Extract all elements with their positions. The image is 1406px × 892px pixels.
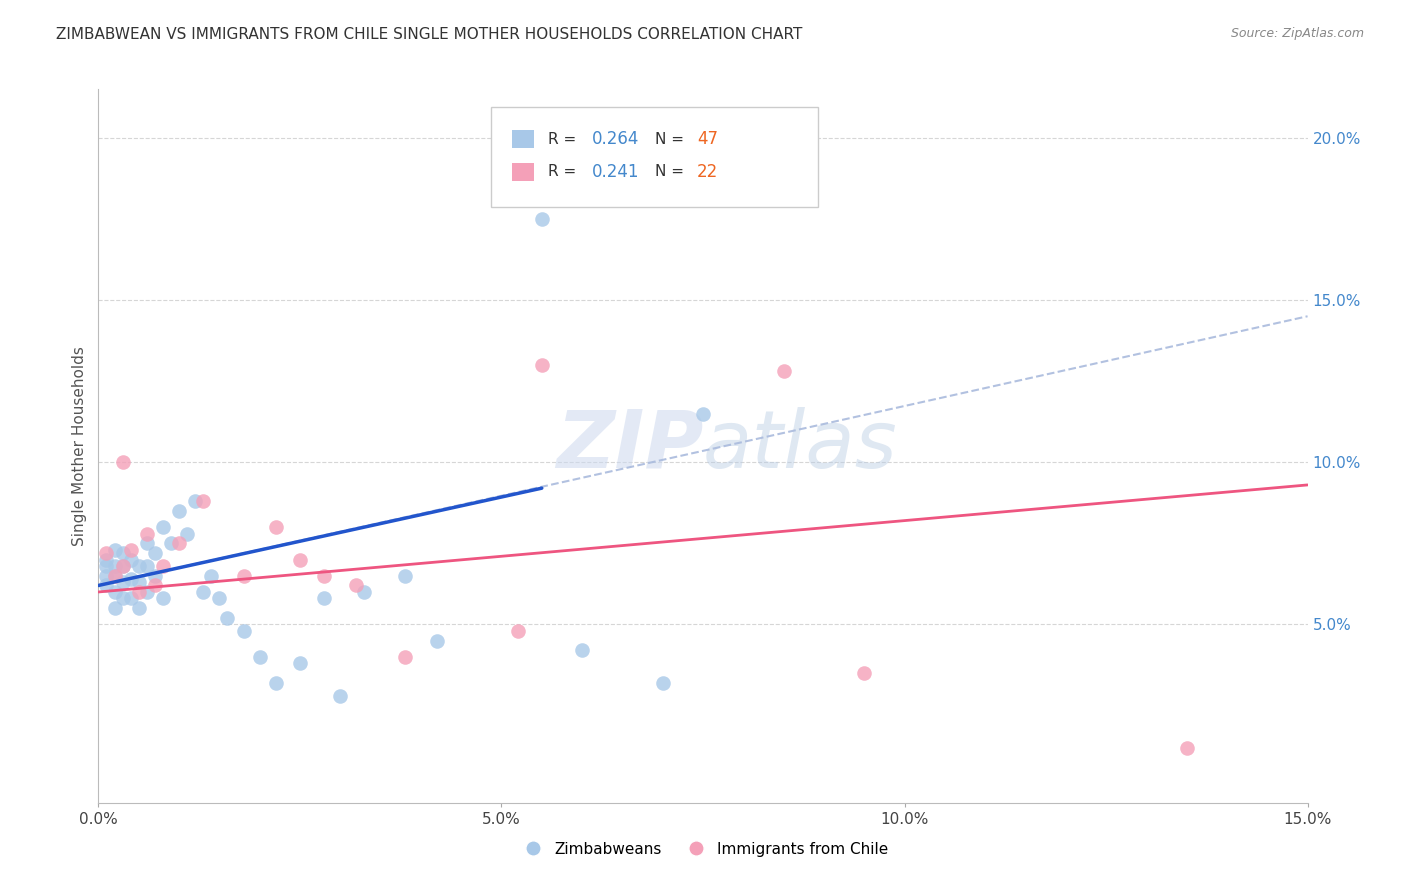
Point: [772, 364, 794, 378]
Point: [249, 649, 271, 664]
Text: 47: 47: [697, 130, 718, 148]
Point: [160, 536, 183, 550]
Legend: Zimbabweans, Immigrants from Chile: Zimbabweans, Immigrants from Chile: [512, 836, 894, 863]
Point: [103, 585, 125, 599]
Point: [853, 666, 876, 681]
Point: [120, 572, 142, 586]
Bar: [512, 129, 534, 148]
Point: [135, 559, 157, 574]
Point: [232, 568, 254, 582]
Point: [692, 407, 714, 421]
Text: 0.264: 0.264: [592, 130, 640, 148]
Point: [103, 601, 125, 615]
Point: [143, 546, 166, 560]
Bar: [512, 162, 534, 180]
Point: [506, 624, 529, 638]
Point: [135, 536, 157, 550]
Point: [96, 546, 118, 560]
Point: [128, 575, 150, 590]
Point: [152, 559, 174, 574]
Point: [530, 211, 553, 226]
Point: [314, 591, 336, 606]
Text: Source: ZipAtlas.com: Source: ZipAtlas.com: [1230, 27, 1364, 40]
Point: [152, 520, 174, 534]
Point: [288, 657, 311, 671]
Point: [143, 568, 166, 582]
Point: [96, 559, 118, 574]
Point: [193, 585, 215, 599]
Point: [288, 552, 311, 566]
Point: [128, 585, 150, 599]
Point: [394, 649, 416, 664]
Text: 22: 22: [697, 163, 718, 181]
Text: ZIMBABWEAN VS IMMIGRANTS FROM CHILE SINGLE MOTHER HOUSEHOLDS CORRELATION CHART: ZIMBABWEAN VS IMMIGRANTS FROM CHILE SING…: [56, 27, 803, 42]
Point: [426, 633, 449, 648]
Text: ZIP: ZIP: [555, 407, 703, 485]
Point: [135, 585, 157, 599]
Point: [128, 601, 150, 615]
Point: [530, 358, 553, 372]
Point: [103, 559, 125, 574]
Point: [217, 611, 239, 625]
Point: [651, 675, 673, 690]
Point: [264, 675, 287, 690]
Point: [314, 568, 336, 582]
Point: [394, 568, 416, 582]
Point: [167, 536, 190, 550]
Point: [167, 504, 190, 518]
Point: [103, 568, 125, 582]
Point: [111, 559, 134, 574]
Point: [128, 559, 150, 574]
Point: [103, 542, 125, 557]
Point: [264, 520, 287, 534]
Point: [232, 624, 254, 638]
Point: [96, 578, 118, 592]
Point: [571, 643, 593, 657]
Point: [111, 546, 134, 560]
Point: [120, 542, 142, 557]
Text: 0.241: 0.241: [592, 163, 640, 181]
Point: [1175, 740, 1198, 755]
Point: [120, 591, 142, 606]
Text: R =: R =: [548, 132, 581, 146]
Point: [184, 494, 207, 508]
Point: [135, 526, 157, 541]
Point: [353, 585, 375, 599]
Point: [111, 591, 134, 606]
Point: [111, 575, 134, 590]
Point: [111, 455, 134, 469]
Point: [200, 568, 222, 582]
Point: [103, 568, 125, 582]
Text: R =: R =: [548, 164, 581, 179]
Point: [152, 591, 174, 606]
Y-axis label: Single Mother Households: Single Mother Households: [72, 346, 87, 546]
Point: [96, 552, 118, 566]
Text: N =: N =: [655, 132, 689, 146]
Point: [143, 578, 166, 592]
Text: N =: N =: [655, 164, 689, 179]
Point: [329, 689, 352, 703]
FancyBboxPatch shape: [492, 107, 818, 207]
Point: [111, 559, 134, 574]
Point: [176, 526, 198, 541]
Point: [193, 494, 215, 508]
Point: [120, 552, 142, 566]
Point: [208, 591, 231, 606]
Point: [344, 578, 367, 592]
Text: atlas: atlas: [703, 407, 898, 485]
Point: [96, 568, 118, 582]
